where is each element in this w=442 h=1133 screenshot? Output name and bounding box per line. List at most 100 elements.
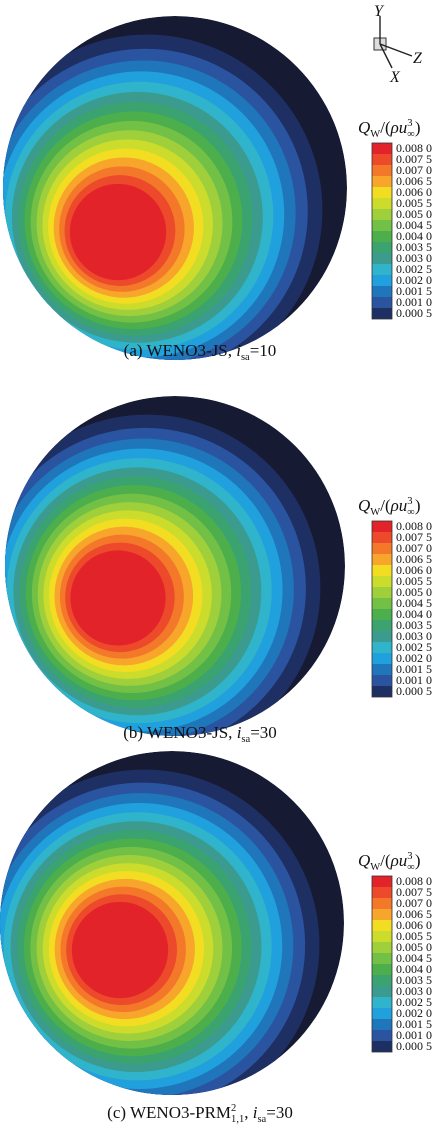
colorbar-swatch xyxy=(372,231,392,242)
colorbar-swatch xyxy=(372,675,392,686)
colorbar-swatch xyxy=(372,1030,392,1041)
text-run: W xyxy=(370,507,380,518)
colorbar-swatch xyxy=(372,620,392,631)
contour-band xyxy=(72,902,168,998)
colorbar-swatch xyxy=(372,1019,392,1030)
colorbar-swatch xyxy=(372,176,392,187)
text-run: W xyxy=(370,129,380,140)
colorbar-swatch xyxy=(372,286,392,297)
colorbar-swatch xyxy=(372,609,392,620)
colorbar-swatch xyxy=(372,942,392,953)
text-run: (a) WENO3-JS, xyxy=(124,341,237,360)
text-run: Q xyxy=(358,851,370,870)
axis-triad: Y Z X xyxy=(374,3,423,86)
colorbar-swatch xyxy=(372,554,392,565)
colorbar-label: 0.000 5 xyxy=(396,1039,432,1053)
colorbar-swatch xyxy=(372,909,392,920)
text-run: ∞ xyxy=(407,507,415,518)
colorbar-swatch xyxy=(372,887,392,898)
panel: QW/(ρu3∞)0.008 00.007 50.007 00.006 50.0… xyxy=(0,751,432,1125)
text-run: (b) WENO3-JS, xyxy=(123,723,236,742)
text-run: ρu xyxy=(390,851,408,870)
colorbar-swatch xyxy=(372,631,392,642)
text-run: ∞ xyxy=(407,862,415,873)
colorbar-swatch xyxy=(372,598,392,609)
text-run: ρu xyxy=(390,496,408,515)
colorbar-swatch xyxy=(372,264,392,275)
colorbar-swatch xyxy=(372,165,392,176)
text-run: 2 xyxy=(231,1103,236,1114)
triad-label: X xyxy=(389,69,401,86)
colorbar-swatch xyxy=(372,521,392,532)
colorbar-swatch xyxy=(372,920,392,931)
text-run: 1,1 xyxy=(231,1114,244,1125)
colorbar-swatch xyxy=(372,964,392,975)
caption: (c) WENO3-PRM21,1, isa=30 xyxy=(107,1103,293,1125)
text-run: 3 xyxy=(407,118,412,129)
colorbar-swatch xyxy=(372,543,392,554)
text-run: =10 xyxy=(250,341,277,360)
colorbar-swatch xyxy=(372,209,392,220)
contour-sphere xyxy=(0,396,345,761)
text-run: Q xyxy=(358,496,370,515)
text-run: sa xyxy=(241,734,250,745)
panel: QW/(ρu3∞)0.008 00.007 50.007 00.006 50.0… xyxy=(0,396,432,761)
contour-sphere xyxy=(0,751,344,1120)
panel: QW/(ρu3∞)0.008 00.007 50.007 00.006 50.0… xyxy=(0,16,432,385)
contour-sphere xyxy=(0,16,347,385)
contour-band xyxy=(70,184,166,280)
text-run: ) xyxy=(415,851,421,870)
colorbar-swatch xyxy=(372,1041,392,1052)
caption: (a) WENO3-JS, isa=10 xyxy=(124,341,277,363)
colorbar-swatch xyxy=(372,187,392,198)
colorbar-swatch xyxy=(372,253,392,264)
colorbar-swatch xyxy=(372,565,392,576)
text-run: ) xyxy=(415,496,421,515)
figure: Y Z X QW/(ρu3∞)0.008 00.007 50.007 00.00… xyxy=(0,0,442,1133)
text-run: 3 xyxy=(407,851,412,862)
colorbar-swatch xyxy=(372,931,392,942)
text-run: (c) WENO3-PRM xyxy=(107,1103,231,1122)
contour-band xyxy=(70,550,165,645)
colorbar-swatch xyxy=(372,143,392,154)
caption: (b) WENO3-JS, isa=30 xyxy=(123,723,277,745)
triad-label: Y xyxy=(374,3,385,20)
colorbar-swatch xyxy=(372,587,392,598)
colorbar-swatch xyxy=(372,275,392,286)
colorbar-swatch xyxy=(372,975,392,986)
colorbar-swatch xyxy=(372,154,392,165)
colorbar-swatch xyxy=(372,576,392,587)
text-run: ∞ xyxy=(407,129,415,140)
text-run: ) xyxy=(415,118,421,137)
text-run: Q xyxy=(358,118,370,137)
text-run: =30 xyxy=(250,723,277,742)
text-run: sa xyxy=(241,352,250,363)
colorbar-title: QW/(ρu3∞) xyxy=(358,851,420,873)
colorbar-title: QW/(ρu3∞) xyxy=(358,496,420,518)
colorbar-swatch xyxy=(372,198,392,209)
colorbar-swatch xyxy=(372,297,392,308)
colorbar-label: 0.000 5 xyxy=(396,684,432,698)
colorbar-swatch xyxy=(372,876,392,887)
colorbar-swatch xyxy=(372,308,392,319)
colorbar-swatch xyxy=(372,653,392,664)
text-run: ρu xyxy=(390,118,408,137)
text-run: /( xyxy=(380,496,391,515)
colorbar-swatch xyxy=(372,986,392,997)
text-run: =30 xyxy=(266,1103,293,1122)
text-run: /( xyxy=(380,118,391,137)
text-run: sa xyxy=(257,1114,266,1125)
colorbar-swatch xyxy=(372,997,392,1008)
colorbar-label: 0.000 5 xyxy=(396,306,432,320)
colorbar-swatch xyxy=(372,242,392,253)
colorbar-swatch xyxy=(372,220,392,231)
colorbar-swatch xyxy=(372,1008,392,1019)
text-run: W xyxy=(370,862,380,873)
triad-label: Z xyxy=(413,50,423,67)
text-run: 3 xyxy=(407,496,412,507)
text-run: /( xyxy=(380,851,391,870)
colorbar-title: QW/(ρu3∞) xyxy=(358,118,420,140)
colorbar-swatch xyxy=(372,532,392,543)
colorbar-swatch xyxy=(372,686,392,697)
colorbar-swatch xyxy=(372,664,392,675)
